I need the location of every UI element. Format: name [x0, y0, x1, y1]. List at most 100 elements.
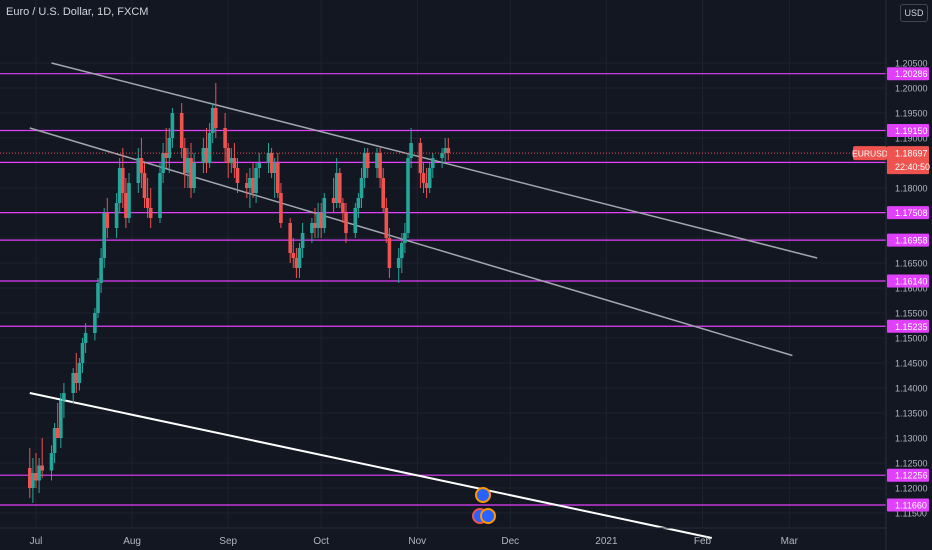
event-marker-icon[interactable] [475, 487, 491, 503]
candle-body [183, 148, 187, 173]
price-tick-label: 1.19500 [895, 109, 928, 119]
time-tick-label: Aug [123, 536, 141, 547]
candle-body [186, 158, 190, 173]
candle-body [223, 128, 227, 148]
candles [28, 83, 451, 503]
price-tick-label: 1.13000 [895, 434, 928, 444]
last-price-value: 1.18697 [895, 149, 928, 159]
candle-body [77, 363, 82, 383]
candle-body [359, 178, 364, 198]
symbol-title[interactable]: Euro / U.S. Dollar, 1D, FXCM [6, 6, 149, 18]
candle-body [117, 168, 122, 203]
dividend-marker-icon[interactable] [480, 508, 496, 524]
candle-body [269, 153, 274, 173]
level-tag-label: 1.17508 [895, 208, 928, 218]
candle-body [226, 148, 230, 163]
candle-body [421, 173, 426, 183]
candle-body [400, 243, 404, 258]
candle-body [55, 428, 60, 438]
price-tick-label: 1.16500 [895, 259, 928, 269]
time-tick-label: Oct [313, 536, 329, 547]
candle-body [316, 213, 320, 228]
level-tag-bg [887, 67, 929, 81]
price-tick-label: 1.14500 [895, 359, 928, 369]
price-tick-label: 1.12000 [895, 484, 928, 494]
level-tag-bg [887, 206, 929, 220]
candle-body [121, 168, 125, 193]
candle-body [210, 108, 215, 133]
currency-button[interactable]: USD [900, 4, 928, 22]
level-tag-label: 1.11660 [895, 501, 927, 511]
candle-body [204, 148, 209, 163]
candle-body [334, 173, 339, 203]
candle-body [403, 233, 407, 243]
channel-line[interactable] [29, 127, 793, 357]
candle-body [74, 373, 79, 383]
candle-body [71, 373, 75, 393]
candle-body [229, 158, 234, 163]
price-tick-label: 1.20500 [895, 59, 928, 69]
symbol-tag-bg [853, 146, 887, 161]
level-tag-label: 1.12256 [895, 471, 928, 481]
level-tag-bg [887, 319, 929, 333]
candle-body [235, 168, 240, 183]
candle-body [427, 168, 432, 188]
time-tick-label: Mar [781, 536, 799, 547]
trend-line[interactable] [29, 392, 713, 539]
candle-body [245, 183, 249, 188]
candle-body [331, 198, 336, 203]
candle-body [52, 428, 57, 453]
price-tick-label: 1.18000 [895, 184, 928, 194]
candle-body [37, 465, 41, 481]
level-tag-label: 1.16140 [895, 277, 928, 287]
candle-body [148, 208, 153, 218]
candle-body [381, 178, 385, 208]
time-tick-label: 2021 [595, 536, 618, 547]
candle-body [276, 163, 280, 193]
candle-body [189, 158, 193, 188]
candle-body [443, 148, 447, 153]
candle-body [431, 158, 435, 168]
candle-body [446, 148, 451, 153]
time-axis-labels: Jul Aug Sep Oct Nov Dec 2021 Feb Mar [30, 536, 799, 547]
candle-body [310, 223, 314, 233]
candle-body [207, 133, 212, 163]
candle-body [96, 283, 100, 313]
time-tick-label: Jul [30, 536, 43, 547]
candle-body [396, 258, 401, 268]
price-tick-label: 1.19000 [895, 134, 928, 144]
event-markers[interactable] [472, 487, 496, 524]
candle-body [387, 238, 392, 268]
candle-body [353, 208, 358, 233]
candle-body [424, 183, 429, 188]
candle-body [164, 153, 168, 158]
time-tick-label: Sep [219, 536, 237, 547]
candle-body [319, 213, 323, 228]
candle-body [142, 173, 147, 198]
candle-body [232, 158, 237, 168]
candle-body [161, 153, 165, 173]
level-tag-label: 1.16958 [895, 236, 928, 246]
price-tick-label: 1.15500 [895, 309, 928, 319]
price-tick-label: 1.12500 [895, 459, 928, 469]
candle-body [251, 178, 255, 193]
candle-body [105, 213, 110, 228]
price-tick-label: 1.14000 [895, 384, 928, 394]
candle-body [34, 473, 38, 481]
last-price-tag-bg [887, 146, 929, 175]
level-tag-bg [887, 498, 929, 512]
candle-body [102, 213, 106, 258]
candle-body [409, 143, 413, 158]
candle-body [365, 153, 370, 168]
last-price-badge: EURUSD 1.18697 22:40:50 [852, 146, 930, 175]
candle-body [167, 138, 172, 158]
candle-body [179, 113, 184, 148]
candle-body [49, 453, 54, 471]
candle-body [254, 168, 258, 193]
candle-body [124, 193, 128, 218]
candle-body [279, 193, 283, 223]
candle-body [272, 163, 277, 173]
time-tick-label: Feb [694, 536, 712, 547]
